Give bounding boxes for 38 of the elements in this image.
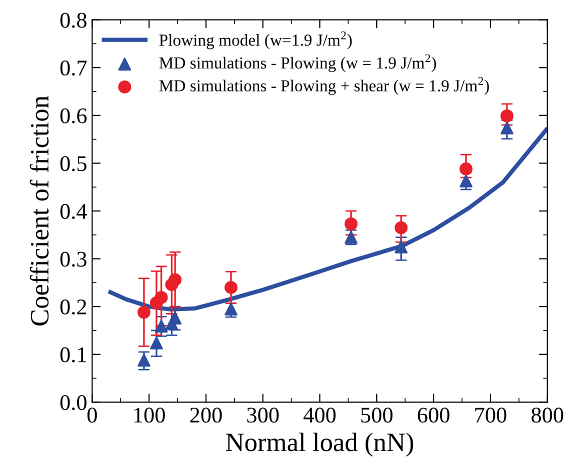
y-tick-label: 0.1: [60, 347, 86, 362]
point: [394, 240, 408, 254]
y-tick-label: 0.5: [60, 156, 86, 172]
point: [500, 121, 514, 134]
point: [150, 336, 163, 350]
x-tick-label: 300: [247, 408, 279, 423]
x-tick-label: 0: [87, 408, 97, 423]
legend-label: Plowing model (w=1.9 J/m$^{2}$): [159, 31, 352, 50]
x-tick-label: 400: [304, 408, 336, 423]
y-tick-label: 0.6: [60, 108, 87, 124]
y-axis-title: Coefficient of friction: [30, 96, 49, 326]
x-tick-label: 600: [418, 408, 450, 423]
point: [154, 320, 168, 333]
y-tick-label: 0.8: [60, 12, 86, 28]
y-tick-label: 0.2: [60, 299, 86, 315]
point: [168, 273, 182, 286]
x-tick-label: 800: [532, 408, 564, 423]
point: [154, 290, 168, 304]
point: [224, 280, 238, 294]
point: [500, 109, 514, 122]
y-tick-label: 0.7: [60, 60, 87, 76]
point: [344, 217, 358, 230]
y-tick-label: 0.0: [60, 395, 86, 410]
legend-label: MD simulations - Plowing (w = 1.9 J/m$^{2}$): [159, 54, 436, 72]
point: [137, 354, 150, 367]
point: [460, 174, 473, 188]
y-tick-label: 0.3: [60, 252, 86, 267]
x-tick-label: 100: [134, 408, 165, 423]
point: [460, 162, 473, 176]
point: [224, 302, 238, 316]
legend-label: MD simulations - Plowing + shear (w = 1.9 J/m$^{2}$): [159, 77, 489, 95]
x-axis-title: Normal load (nN): [226, 432, 414, 457]
point: [394, 221, 408, 234]
x-tick-label: 200: [190, 408, 222, 423]
y-tick-label: 0.4: [60, 204, 87, 220]
x-tick-label: 500: [361, 408, 392, 423]
point: [137, 306, 150, 319]
x-tick-label: 700: [475, 408, 506, 423]
